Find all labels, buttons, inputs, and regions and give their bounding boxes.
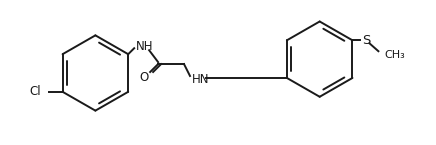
Text: CH₃: CH₃ xyxy=(385,50,405,60)
Text: HN: HN xyxy=(192,73,209,86)
Text: O: O xyxy=(140,71,149,84)
Text: S: S xyxy=(362,34,371,47)
Text: NH: NH xyxy=(136,40,153,53)
Text: Cl: Cl xyxy=(29,85,41,98)
